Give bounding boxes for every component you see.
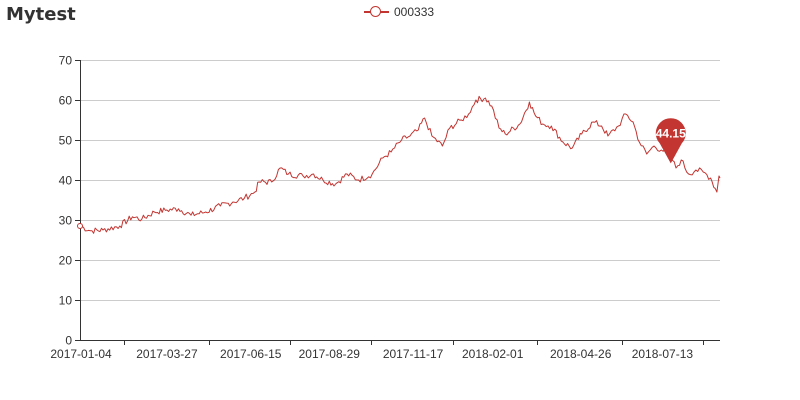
y-tick-label: 10: [59, 294, 73, 308]
y-axis: 0 10 20 30 40 50 60 70: [59, 54, 81, 348]
x-tick-label: 2017-11-17: [383, 347, 444, 361]
marker-label: 44.15: [656, 126, 686, 140]
y-tick-label: 70: [59, 54, 73, 68]
x-tick-label: 2017-08-29: [299, 347, 361, 361]
chart-title: Mytest: [6, 4, 76, 25]
y-tick-label: 20: [59, 254, 73, 268]
x-tick-label: 2017-01-04: [50, 347, 112, 361]
y-tick-label: 60: [59, 94, 73, 108]
marker-group: 44.15: [655, 118, 686, 164]
y-tick-label: 0: [65, 334, 72, 348]
x-tick-label: 2018-07-13: [632, 347, 694, 361]
legend-line-circle-icon: [364, 5, 389, 19]
legend-label: 000333: [394, 5, 435, 19]
x-tick-label: 2017-06-15: [220, 347, 282, 361]
y-tick-label: 30: [59, 214, 73, 228]
y-tick-label: 50: [59, 134, 73, 148]
y-tick-label: 40: [59, 174, 73, 188]
x-tick-label: 2018-02-01: [462, 347, 524, 361]
series-start-point: [77, 223, 83, 229]
marker-pin: [655, 118, 686, 164]
grid-lines: [80, 60, 720, 301]
series-group: [77, 95, 721, 234]
x-axis: 2017-01-04 2017-03-27 2017-06-15 2017-08-29…: [50, 340, 720, 361]
x-tick-label: 2017-03-27: [136, 347, 198, 361]
legend[interactable]: 000333: [364, 3, 434, 21]
x-tick-label: 2018-04-26: [550, 347, 612, 361]
series-line: [79, 95, 721, 234]
